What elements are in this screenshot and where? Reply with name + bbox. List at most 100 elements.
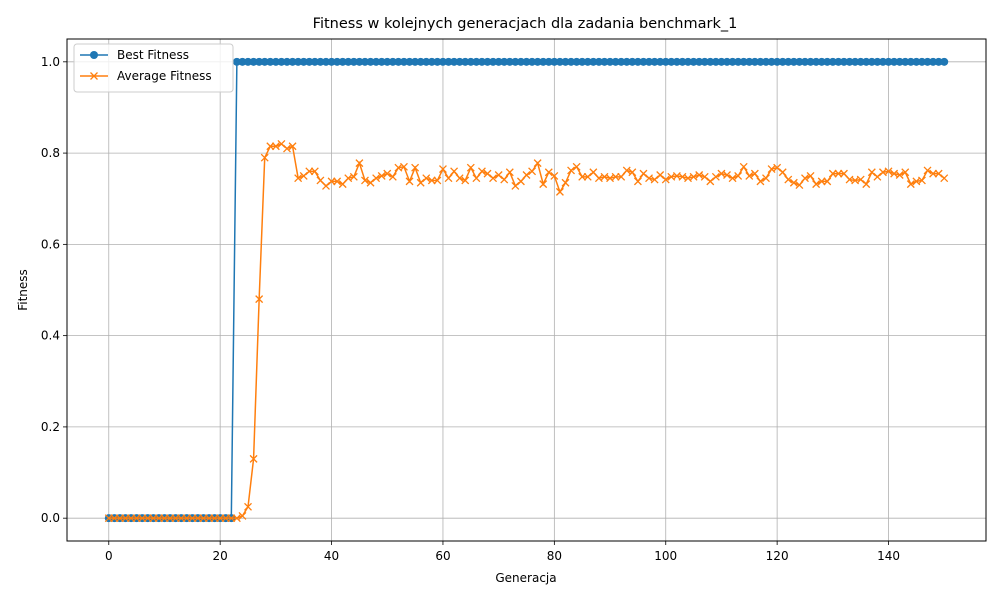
data-point — [884, 167, 893, 176]
data-point — [583, 172, 592, 181]
data-point — [322, 181, 330, 190]
data-point — [500, 175, 509, 184]
y-tick-label: 0.0 — [41, 511, 60, 525]
data-point — [511, 181, 520, 190]
data-point — [505, 168, 514, 177]
data-point — [572, 162, 581, 171]
data-point — [806, 57, 815, 66]
x-tick-label: 40 — [324, 549, 339, 563]
data-point — [422, 174, 431, 183]
data-point — [684, 57, 693, 66]
data-point — [873, 57, 882, 66]
data-point — [438, 165, 447, 174]
data-point — [260, 153, 269, 162]
data-point — [923, 166, 932, 175]
data-point — [862, 57, 871, 66]
series-line — [108, 61, 945, 519]
data-point — [483, 169, 492, 178]
data-point — [516, 177, 525, 186]
data-point — [617, 172, 626, 181]
data-point — [411, 163, 420, 172]
data-point — [700, 57, 709, 66]
data-point — [639, 169, 648, 178]
data-point — [360, 57, 369, 66]
data-point — [784, 57, 793, 66]
data-point — [617, 57, 626, 66]
data-point — [912, 57, 921, 66]
data-point — [784, 175, 793, 184]
data-point — [773, 57, 782, 66]
data-point — [622, 57, 631, 66]
data-point — [466, 57, 475, 66]
data-point — [734, 171, 743, 180]
data-point — [689, 172, 698, 181]
data-point — [940, 174, 949, 183]
data-point — [255, 295, 264, 304]
data-point — [238, 511, 247, 520]
data-point — [795, 57, 804, 66]
data-point — [622, 166, 631, 175]
data-point — [645, 57, 654, 66]
data-point — [828, 57, 837, 66]
data-point — [361, 176, 369, 185]
data-point — [260, 57, 269, 66]
x-tick-label: 100 — [654, 549, 677, 563]
data-point — [756, 177, 765, 186]
data-point — [633, 177, 642, 186]
data-point — [310, 57, 319, 66]
plot-frame — [66, 38, 987, 542]
data-point — [773, 163, 782, 172]
data-point — [717, 57, 726, 66]
y-axis-label: Fitness — [16, 269, 30, 311]
data-point — [355, 57, 364, 66]
legend-marker — [90, 51, 98, 59]
data-point — [483, 57, 492, 66]
data-point — [405, 177, 414, 186]
data-point — [466, 163, 475, 172]
data-point — [349, 172, 358, 181]
data-point — [728, 57, 737, 66]
data-point — [633, 57, 642, 66]
data-point — [923, 57, 932, 66]
data-point — [884, 57, 893, 66]
data-point — [745, 171, 754, 180]
data-point — [789, 57, 798, 66]
data-point — [271, 57, 280, 66]
data-point — [299, 171, 308, 180]
data-point — [594, 57, 603, 66]
data-point — [750, 57, 759, 66]
data-point — [461, 57, 470, 66]
data-point — [544, 168, 553, 177]
data-point — [294, 174, 303, 183]
data-point — [895, 171, 904, 179]
data-point — [856, 175, 865, 184]
data-point — [628, 57, 637, 66]
data-point — [895, 57, 904, 66]
data-point — [756, 57, 765, 66]
data-point — [823, 177, 832, 186]
data-point — [427, 57, 436, 66]
data-point — [817, 57, 826, 66]
data-point — [723, 57, 732, 66]
legend-box — [73, 43, 234, 93]
x-axis-ticks: 0 20 40 60 80 100 120 140 — [105, 541, 900, 563]
data-point — [472, 174, 481, 183]
data-point — [723, 171, 731, 179]
data-point — [494, 171, 503, 179]
data-point — [639, 57, 648, 66]
data-point — [288, 142, 297, 151]
data-point — [294, 57, 303, 66]
data-point — [232, 514, 241, 523]
data-point — [650, 57, 659, 66]
data-point — [606, 57, 615, 66]
data-point — [299, 57, 308, 66]
data-point — [906, 180, 915, 189]
data-point — [366, 57, 375, 66]
data-point — [689, 57, 698, 66]
data-point — [316, 57, 325, 66]
data-point — [310, 167, 319, 176]
data-point — [450, 167, 459, 176]
y-tick-label: 0.4 — [41, 329, 60, 343]
chart-title: Fitness w kolejnych generacjach dla zada… — [313, 16, 738, 32]
data-point — [940, 57, 949, 66]
